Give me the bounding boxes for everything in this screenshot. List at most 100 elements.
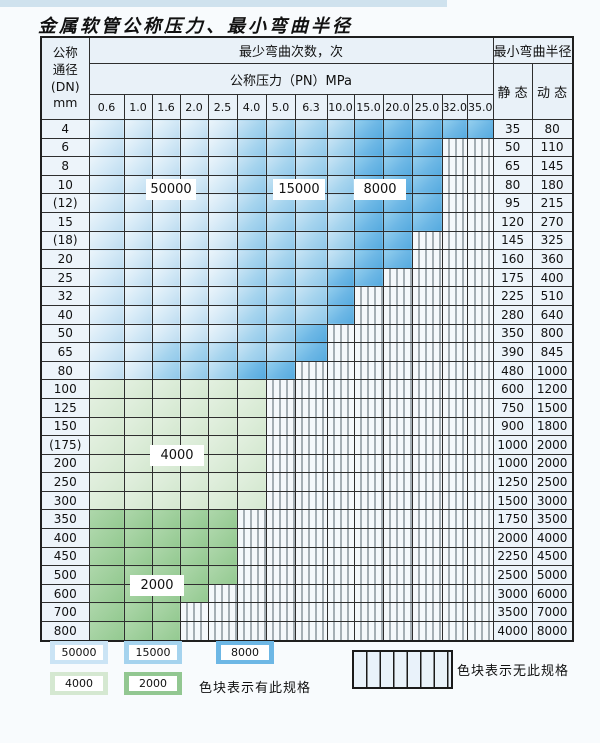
spec-cell	[236, 174, 267, 195]
no-spec-cell	[265, 472, 296, 492]
no-spec-cell	[467, 397, 494, 418]
page-title: 金属软管公称压力、最小弯曲半径	[38, 16, 353, 37]
dynamic-radius-cell: 2000	[531, 453, 574, 474]
spec-cell	[151, 472, 181, 492]
spec-cell	[151, 156, 181, 176]
region-label-4000: 4000	[150, 445, 204, 466]
table-row: 350 1750 3500	[40, 509, 574, 530]
spec-cell	[207, 546, 238, 567]
static-radius-cell: 145	[492, 230, 533, 251]
no-spec-cell	[326, 546, 355, 567]
page-edge-strip	[0, 0, 447, 7]
spec-cell	[123, 304, 153, 325]
spec-cell	[179, 137, 209, 158]
no-spec-cell	[265, 621, 296, 642]
pressure-tick: 32.0	[441, 94, 468, 120]
no-spec-cell	[411, 583, 443, 604]
spec-cell	[207, 304, 238, 325]
no-spec-cell	[265, 546, 296, 567]
spec-cell	[123, 397, 153, 418]
dynamic-radius-cell: 80	[531, 119, 574, 139]
table-row: 15 120 270	[40, 211, 574, 232]
no-spec-cell	[294, 379, 328, 399]
no-spec-cell	[382, 379, 413, 399]
legend-note-has-spec: 色块表示有此规格	[199, 681, 312, 696]
static-radius-cell: 480	[492, 360, 533, 381]
static-radius-cell: 3000	[492, 583, 533, 604]
spec-cell	[236, 416, 267, 437]
no-spec-cell	[353, 621, 384, 642]
spec-cell	[88, 323, 125, 344]
dynamic-radius-cell: 180	[531, 174, 574, 195]
dynamic-radius-cell: 4500	[531, 546, 574, 567]
spec-cell	[88, 286, 125, 306]
table-row: 100 600 1200	[40, 379, 574, 399]
no-spec-cell	[467, 249, 494, 269]
no-spec-cell	[382, 286, 413, 306]
no-spec-cell	[353, 323, 384, 344]
no-spec-cell	[326, 360, 355, 381]
no-spec-cell	[265, 583, 296, 604]
no-spec-cell	[326, 379, 355, 399]
spec-cell	[151, 397, 181, 418]
spec-cell	[88, 360, 125, 381]
spec-cell	[179, 490, 209, 511]
spec-cell	[236, 304, 267, 325]
spec-cell	[236, 249, 267, 269]
no-spec-cell	[467, 304, 494, 325]
static-radius-cell: 160	[492, 249, 533, 269]
spec-cell	[353, 230, 384, 251]
spec-cell	[411, 174, 443, 195]
spec-cell	[151, 509, 181, 530]
spec-cell	[294, 342, 328, 362]
spec-cell	[294, 230, 328, 251]
no-spec-cell	[353, 602, 384, 623]
no-spec-cell	[294, 565, 328, 585]
table-row: (18) 145 325	[40, 230, 574, 251]
swatch-value: 2000	[129, 676, 177, 691]
no-spec-cell	[467, 211, 494, 232]
spec-cell	[88, 119, 125, 139]
dn-cell: 20	[40, 249, 90, 269]
no-spec-cell	[294, 416, 328, 437]
spec-cell	[179, 230, 209, 251]
spec-cell	[151, 323, 181, 344]
spec-cell	[123, 360, 153, 381]
no-spec-cell	[294, 602, 328, 623]
spec-cell	[236, 193, 267, 213]
no-spec-cell	[467, 472, 494, 492]
no-spec-cell	[326, 435, 355, 455]
no-spec-cell	[467, 490, 494, 511]
dn-header-line: 公称	[52, 44, 78, 60]
legend-swatch-50000: 50000	[50, 641, 108, 664]
legend-swatch-15000: 15000	[124, 641, 182, 664]
legend-swatch-4000: 4000	[50, 672, 108, 695]
swatch-value: 15000	[129, 645, 177, 660]
dn-cell: 8	[40, 156, 90, 176]
spec-cell	[207, 509, 238, 530]
no-spec-cell	[265, 565, 296, 585]
spec-cell	[411, 193, 443, 213]
no-spec-cell	[441, 211, 468, 232]
dynamic-radius-cell: 2000	[531, 435, 574, 455]
spec-cell	[294, 211, 328, 232]
no-spec-cell	[441, 137, 468, 158]
no-spec-cell	[353, 304, 384, 325]
dn-cell: 4	[40, 119, 90, 139]
spec-cell	[151, 416, 181, 437]
no-spec-cell	[441, 304, 468, 325]
spec-cell	[207, 323, 238, 344]
no-spec-cell	[353, 583, 384, 604]
dn-cell: 40	[40, 304, 90, 325]
spec-cell	[326, 193, 355, 213]
no-spec-cell	[411, 304, 443, 325]
pressure-tick: 10.0	[326, 94, 355, 120]
spec-cell	[123, 267, 153, 288]
static-radius-cell: 65	[492, 156, 533, 176]
spec-cell	[88, 472, 125, 492]
dn-cell: (175)	[40, 435, 90, 455]
spec-cell	[236, 342, 267, 362]
spec-cell	[236, 267, 267, 288]
spec-cell	[123, 528, 153, 548]
spec-cell	[411, 119, 443, 139]
